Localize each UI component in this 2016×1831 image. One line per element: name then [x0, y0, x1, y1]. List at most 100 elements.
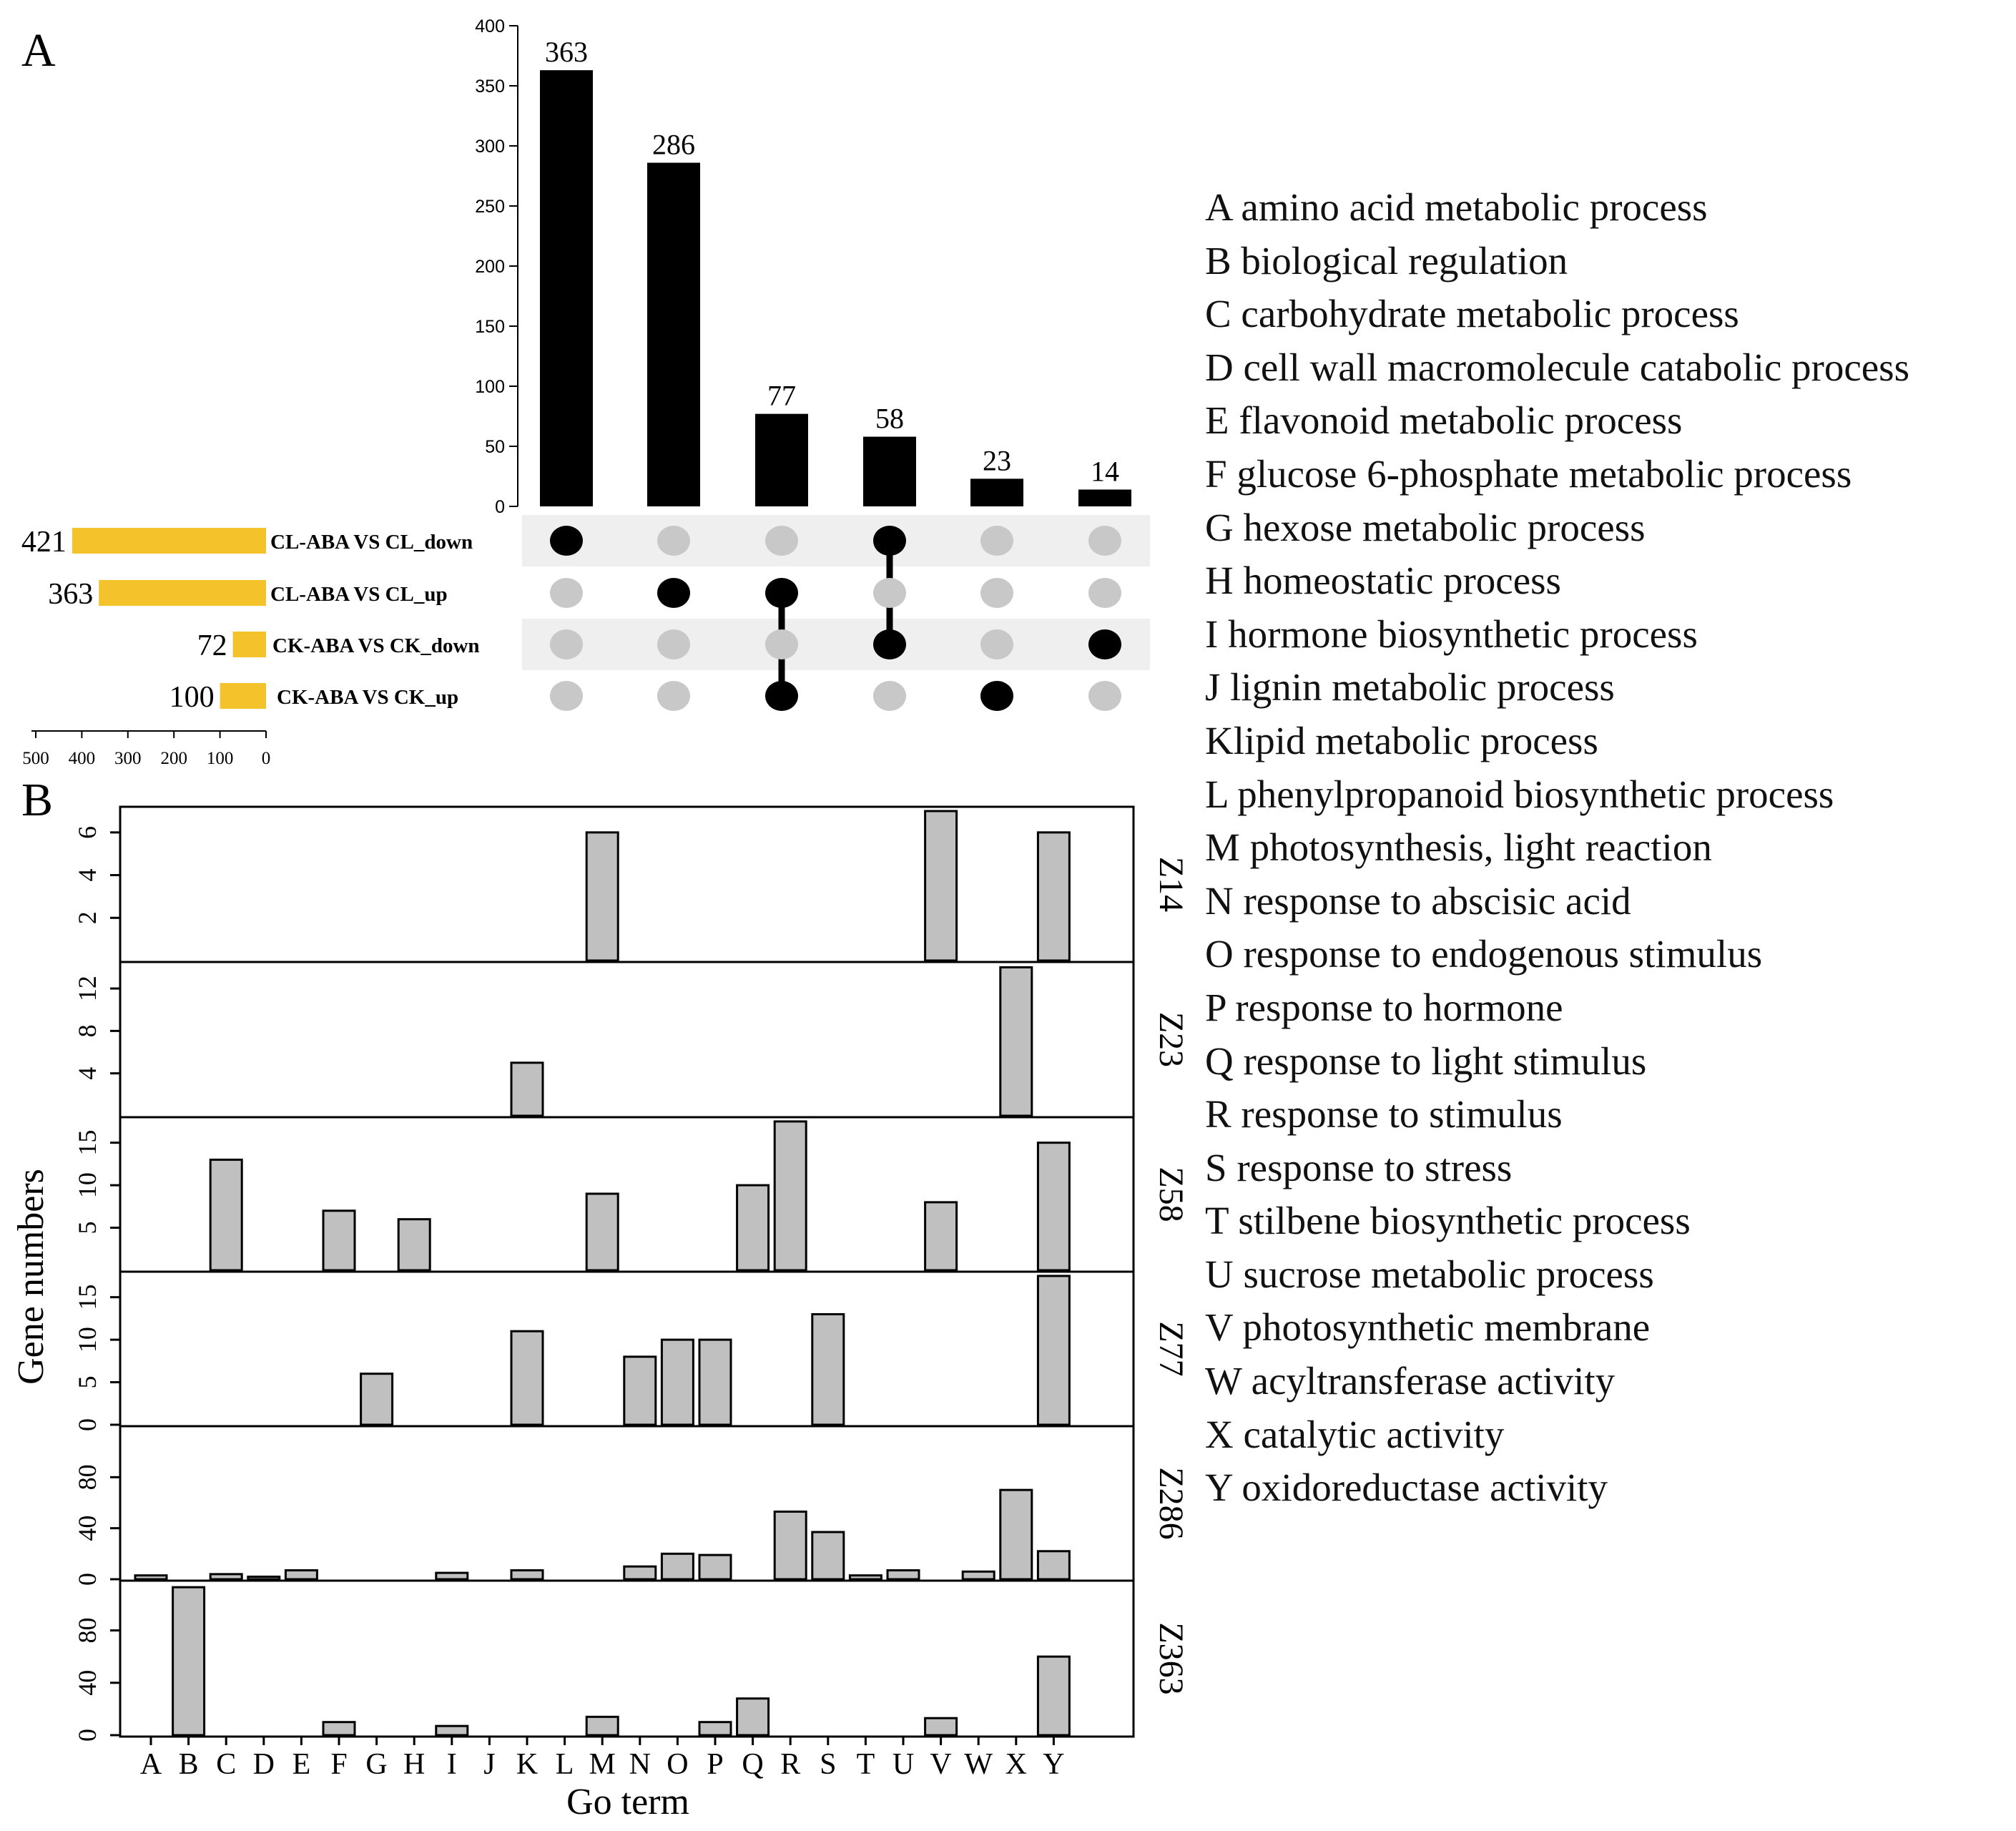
y-tick-label: 400: [475, 16, 505, 36]
matrix-dot-active: [980, 681, 1013, 711]
legend-item: D cell wall macromolecule catabolic proc…: [1205, 345, 1909, 389]
go-bar: [1036, 1275, 1071, 1426]
go-bar: [961, 1570, 995, 1581]
x-tick-label: S: [820, 1748, 836, 1781]
set-name-label: CK-ABA VS CK_down: [272, 634, 480, 657]
go-bar: [924, 810, 958, 962]
go-bar: [397, 1218, 431, 1272]
go-bar: [360, 1373, 394, 1426]
go-bar: [623, 1565, 657, 1581]
x-tick-label: B: [179, 1748, 199, 1781]
intersection-count-label: 286: [652, 129, 695, 161]
go-bar: [811, 1312, 845, 1426]
legend-item: N response to abscisic acid: [1205, 878, 1631, 923]
go-bar: [435, 1571, 469, 1581]
facet-frame: [119, 1425, 1135, 1582]
go-bar: [209, 1158, 243, 1272]
x-tick-label: Y: [1043, 1748, 1064, 1781]
facet-y-tick-label: 12: [73, 976, 102, 1001]
set-size-label: 72: [197, 629, 227, 662]
go-bar: [886, 1569, 920, 1581]
go-term-legend: A amino acid metabolic process B biologic…: [1205, 181, 1909, 1515]
legend-item: Q response to light stimulus: [1205, 1039, 1647, 1083]
facet-y-tick-label: 2: [73, 911, 102, 924]
go-bar: [134, 1574, 168, 1581]
matrix-dot-inactive: [873, 578, 906, 608]
go-bar: [510, 1330, 544, 1426]
go-bar: [1036, 831, 1071, 962]
go-bar: [1036, 1550, 1071, 1581]
go-bar: [585, 831, 619, 962]
legend-item: F glucose 6-phosphate metabolic process: [1205, 451, 1852, 496]
facet-label: Z286: [1152, 1467, 1190, 1539]
x-tick-label: N: [629, 1748, 651, 1781]
facet-y-tick-label: 80: [73, 1464, 102, 1490]
x-tick-label: R: [780, 1748, 800, 1781]
facet-y-tick-label: 40: [73, 1516, 102, 1541]
x-tick-label: E: [292, 1748, 311, 1781]
y-tick-label: 100: [475, 377, 505, 397]
go-term-chart: 2 4 6 Z14 4 8 12 Z23 5 10 15 Z58 0 5 10 15 Z77 0 40 80 Z286 0…: [73, 805, 1190, 1781]
facet-frame: [119, 805, 1135, 963]
set-axis-tick-label: 100: [207, 749, 234, 768]
go-bar: [322, 1721, 356, 1737]
y-tick-label: 300: [475, 137, 505, 157]
matrix-dot-inactive: [1088, 681, 1121, 711]
intersection-count-label: 23: [983, 444, 1011, 476]
legend-item: I hormone biosynthetic process: [1205, 612, 1698, 656]
go-bar: [811, 1531, 845, 1581]
matrix-dot-inactive: [873, 681, 906, 711]
go-bar: [924, 1201, 958, 1272]
y-tick-label: 150: [475, 317, 505, 337]
set-axis-tick-label: 500: [22, 749, 49, 768]
matrix-stripes: [522, 515, 1150, 670]
facet-y-tick-label: 5: [73, 1376, 102, 1389]
go-bar: [322, 1209, 356, 1272]
intersection-bar: [540, 70, 593, 506]
facet-y-tick-label: 0: [73, 1729, 102, 1742]
set-size-chart: 421 CL-ABA VS CL_down 363 CL-ABA VS CL_up 72…: [21, 526, 480, 768]
facet-y-tick-label: 6: [73, 826, 102, 839]
legend-item: B biological regulation: [1205, 238, 1568, 283]
go-bar: [773, 1510, 807, 1581]
intersection-count-label: 14: [1091, 455, 1119, 487]
matrix-dot-active: [765, 578, 798, 608]
set-size-bar: [220, 683, 266, 709]
x-tick-label: L: [556, 1748, 574, 1781]
legend-item: M photosynthesis, light reaction: [1205, 825, 1712, 870]
x-tick-label: G: [365, 1748, 387, 1781]
set-size-bar: [232, 632, 266, 657]
matrix-stripe: [522, 619, 1150, 670]
matrix-dot-inactive: [657, 526, 690, 556]
intersection-chart: 0 50 100 150 200 250 300 350 400 363 286 77 58 23 14: [475, 16, 1131, 517]
panel-b-label: B: [21, 774, 53, 826]
legend-item: A amino acid metabolic process: [1205, 185, 1708, 229]
matrix-stripe: [522, 515, 1150, 566]
intersection-bar: [755, 413, 808, 506]
y-tick-label: 0: [495, 497, 505, 517]
legend-item: J lignin metabolic process: [1205, 665, 1615, 710]
legend-item: E flavonoid metabolic process: [1205, 398, 1683, 443]
set-size-bar: [72, 528, 266, 554]
set-size-label: 100: [169, 681, 215, 714]
legend-item: Klipid metabolic process: [1205, 718, 1598, 762]
facet-frame: [119, 961, 1135, 1119]
set-axis-tick-label: 300: [114, 749, 142, 768]
x-tick-label: I: [447, 1748, 457, 1781]
go-bar: [773, 1120, 807, 1272]
intersection-bar: [863, 436, 916, 506]
matrix-dot-inactive: [765, 526, 798, 556]
x-tick-label: T: [857, 1748, 875, 1781]
go-bar: [1036, 1655, 1071, 1737]
legend-item: L phenylpropanoid biosynthetic process: [1205, 772, 1834, 816]
legend-item: S response to stress: [1205, 1145, 1513, 1189]
x-tick-label: W: [964, 1748, 993, 1781]
go-bar: [999, 966, 1033, 1117]
legend-item: P response to hormone: [1205, 985, 1563, 1029]
go-bar: [623, 1355, 657, 1426]
facet-frame: [119, 1116, 1135, 1273]
go-bar: [510, 1061, 544, 1117]
facet-y-tick-label: 80: [73, 1618, 102, 1644]
go-bar: [1036, 1142, 1071, 1272]
